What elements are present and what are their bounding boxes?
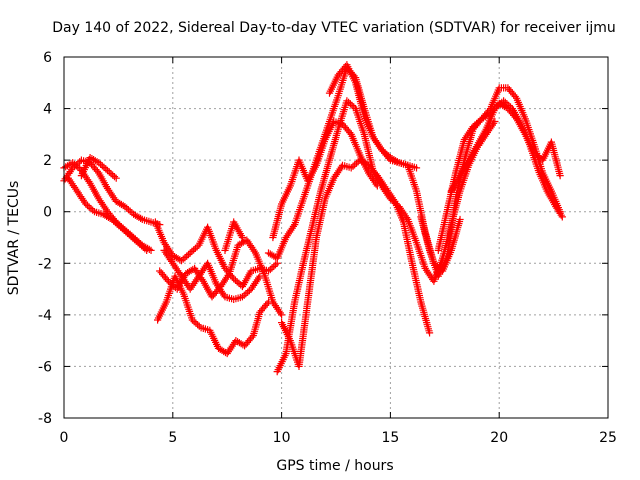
- y-tick-label: -2: [38, 256, 52, 272]
- series-track-5: [151, 218, 281, 291]
- series-track-9: [221, 218, 247, 254]
- series-track-8: [156, 236, 286, 319]
- data-point: [456, 215, 464, 224]
- data-points: [60, 61, 566, 376]
- x-tick-label: 15: [381, 430, 399, 446]
- x-tick-label: 0: [60, 430, 69, 446]
- plot-frame: [63, 56, 609, 419]
- y-tick-labels: -8 -6 -4 -2 0 2 4 6: [38, 50, 52, 427]
- series-track-12: [278, 156, 434, 370]
- data-point: [143, 246, 151, 254]
- y-tick-label: -4: [38, 308, 52, 324]
- series-track-16: [447, 97, 566, 221]
- data-point: [556, 172, 564, 180]
- y-tick-label: -8: [38, 411, 52, 427]
- series-track-4: [77, 154, 120, 182]
- data-point: [425, 329, 434, 337]
- x-axis-label: GPS time / hours: [276, 458, 393, 474]
- data-point: [412, 164, 421, 172]
- series-track-17: [325, 61, 421, 172]
- chart-title: Day 140 of 2022, Sidereal Day-to-day VTE…: [52, 20, 616, 36]
- axis-ticks: [63, 56, 609, 419]
- y-tick-label: -6: [38, 359, 52, 375]
- data-point: [278, 311, 286, 319]
- y-axis-label: SDTVAR / TECUs: [6, 181, 22, 296]
- series-track-3: [64, 174, 151, 254]
- x-tick-label: 5: [168, 430, 177, 446]
- y-tick-label: 0: [43, 205, 52, 221]
- y-tick-label: 2: [43, 153, 52, 169]
- y-tick-label: 6: [43, 50, 52, 66]
- data-point: [373, 182, 381, 190]
- series-track-13: [269, 117, 381, 242]
- x-tick-labels: 0 5 10 15 20 25: [60, 430, 617, 446]
- x-tick-label: 10: [273, 430, 291, 446]
- grid: [64, 57, 608, 418]
- data-point: [558, 213, 566, 221]
- x-tick-label: 25: [599, 430, 617, 446]
- data-point: [238, 233, 247, 242]
- x-tick-label: 20: [490, 430, 508, 446]
- data-point: [112, 174, 120, 182]
- y-tick-label: 4: [43, 102, 52, 118]
